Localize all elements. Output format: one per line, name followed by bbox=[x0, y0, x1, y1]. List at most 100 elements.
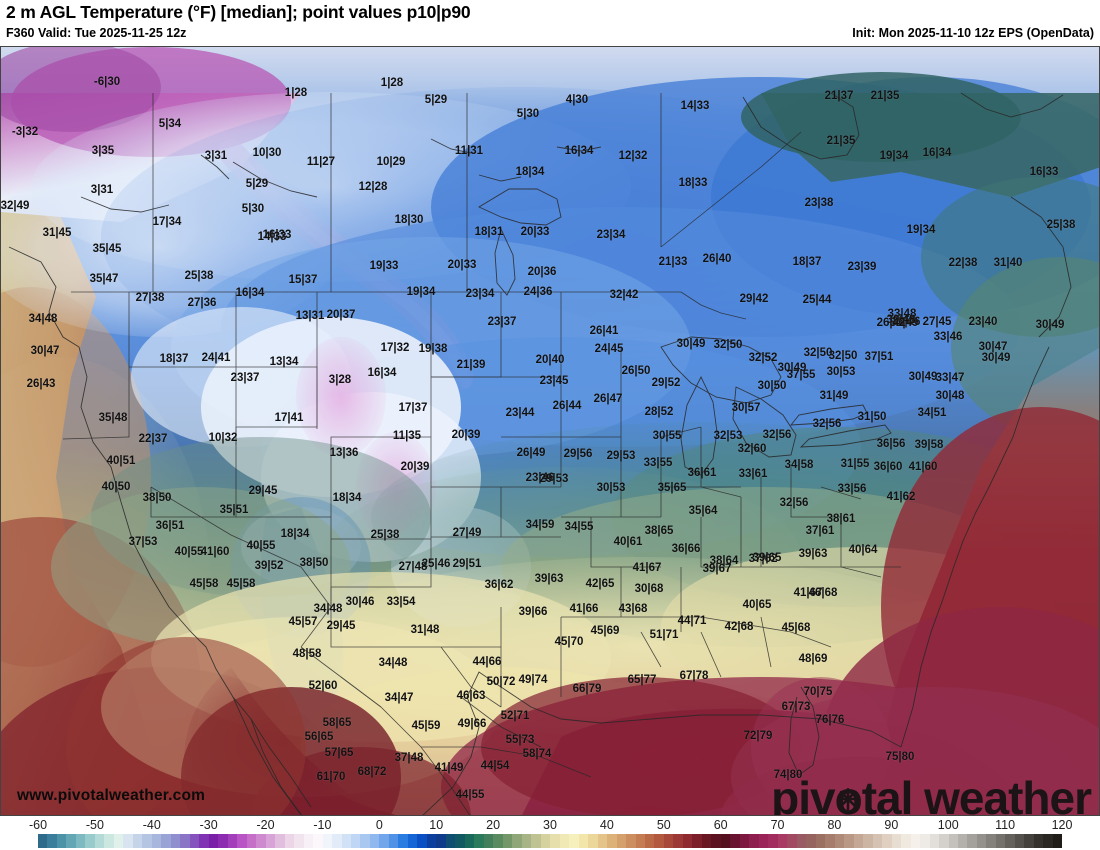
colorbar-segment bbox=[246, 834, 257, 848]
colorbar-segment bbox=[56, 834, 67, 848]
colorbar-segment bbox=[332, 834, 342, 848]
colorbar-segment bbox=[94, 834, 105, 848]
colorbar-segment bbox=[739, 834, 750, 848]
colorbar-segment bbox=[464, 834, 475, 848]
colorbar-segment bbox=[720, 834, 731, 848]
colorbar-segment bbox=[398, 834, 408, 848]
colorbar-tick: 90 bbox=[884, 818, 899, 832]
colorbar-segment bbox=[313, 834, 323, 848]
colorbar-segment bbox=[986, 834, 996, 848]
map-canvas[interactable]: -6|30 1|28 1|28 5|29 5|30 4|30 14|33 21|37 21|35… bbox=[0, 46, 1100, 816]
colorbar-segment bbox=[692, 834, 702, 848]
colorbar-segment bbox=[853, 834, 864, 848]
colorbar-tick: 80 bbox=[827, 818, 842, 832]
colorbar-segment bbox=[901, 834, 911, 848]
colorbar-tick: 120 bbox=[1051, 818, 1073, 832]
colorbar-segment bbox=[180, 834, 190, 848]
colorbar-segment bbox=[569, 834, 579, 848]
colorbar-segment bbox=[597, 834, 608, 848]
colorbar-segment bbox=[967, 834, 977, 848]
colorbar-segment bbox=[303, 834, 314, 848]
colorbar-segment bbox=[237, 834, 247, 848]
colorbar-segment bbox=[1043, 834, 1053, 848]
colorbar-tick: 40 bbox=[599, 818, 614, 832]
colorbar-segment bbox=[75, 834, 86, 848]
colorbar-segment bbox=[711, 834, 721, 848]
colorbar-segment bbox=[417, 834, 427, 848]
colorbar-segment bbox=[939, 834, 949, 848]
colorbar-segment bbox=[929, 834, 940, 848]
colorbar-tick: 60 bbox=[713, 818, 728, 832]
colorbar-segment bbox=[275, 834, 285, 848]
colorbar-segment bbox=[322, 834, 333, 848]
colorbar-tick: -40 bbox=[142, 818, 161, 832]
colorbar-segment bbox=[104, 834, 114, 848]
colorbar-segment bbox=[47, 834, 57, 848]
colorbar-segment bbox=[957, 834, 968, 848]
colorbar-segment bbox=[161, 834, 171, 848]
colorbar-segment bbox=[654, 834, 664, 848]
colorbar-segment bbox=[132, 834, 143, 848]
colorbar-segment bbox=[806, 834, 816, 848]
colorbar-region: -60 -50 -40 -30 -20 -10 0 10 20 30 40 50 60 70 80 90 100… bbox=[0, 818, 1100, 850]
brand-text-part2: tal weather bbox=[861, 772, 1092, 816]
colorbar-segment bbox=[626, 834, 636, 848]
colorbar-segment bbox=[66, 834, 76, 848]
colorbar-segment bbox=[578, 834, 589, 848]
colorbar-tick: 0 bbox=[375, 818, 383, 832]
colorbar-tick: 110 bbox=[995, 818, 1016, 832]
colorbar-segment bbox=[559, 834, 570, 848]
colorbar-segment bbox=[436, 834, 446, 848]
colorbar-segment bbox=[189, 834, 200, 848]
colorbar-segment bbox=[663, 834, 674, 848]
colorbar-segment bbox=[976, 834, 987, 848]
colorbar-tick: -20 bbox=[256, 818, 275, 832]
colorbar-segment bbox=[369, 834, 380, 848]
colorbar-segment bbox=[502, 834, 513, 848]
colorbar-segment bbox=[208, 834, 219, 848]
colorbar-segment bbox=[294, 834, 304, 848]
colorbar-segment bbox=[265, 834, 276, 848]
colorbar-tick: 10 bbox=[429, 818, 444, 832]
temperature-field-svg bbox=[1, 47, 1099, 815]
brand-text-part1: piv bbox=[771, 772, 835, 816]
colorbar-segment bbox=[1033, 834, 1044, 848]
colorbar-segment bbox=[616, 834, 627, 848]
colorbar-segment bbox=[284, 834, 295, 848]
page-title: 2 m AGL Temperature (°F) [median]; point… bbox=[6, 2, 471, 22]
colorbar-gradient bbox=[38, 834, 1063, 848]
colorbar-segment bbox=[218, 834, 228, 848]
colorbar-tick: -60 bbox=[28, 818, 48, 832]
colorbar-segment bbox=[170, 834, 181, 848]
colorbar-segment bbox=[341, 834, 351, 848]
colorbar-segment bbox=[834, 834, 845, 848]
colorbar-segment bbox=[113, 834, 124, 848]
colorbar-segment bbox=[483, 834, 494, 848]
colorbar-segment bbox=[85, 834, 95, 848]
colorbar-segment bbox=[426, 834, 437, 848]
colorbar-segment bbox=[825, 834, 835, 848]
colorbar-segment bbox=[777, 834, 788, 848]
colorbar-segment bbox=[199, 834, 209, 848]
colorbar-tick: 50 bbox=[656, 818, 671, 832]
colorbar-segment bbox=[588, 834, 598, 848]
colorbar-segment bbox=[379, 834, 389, 848]
colorbar-segment bbox=[607, 834, 617, 848]
colorbar-tick: 100 bbox=[937, 818, 959, 832]
colorbar-segment bbox=[796, 834, 807, 848]
colorbar-segment bbox=[360, 834, 370, 848]
colorbar-tick: 30 bbox=[543, 818, 557, 832]
colorbar-segment bbox=[910, 834, 921, 848]
colorbar-segment bbox=[635, 834, 645, 848]
colorbar-segment bbox=[142, 834, 152, 848]
colorbar-segment bbox=[920, 834, 930, 848]
colorbar-tick: -50 bbox=[85, 818, 104, 832]
header-bar: 2 m AGL Temperature (°F) [median]; point… bbox=[0, 0, 1100, 46]
site-url-watermark: www.pivotalweather.com bbox=[17, 787, 206, 804]
colorbar-segment bbox=[350, 834, 361, 848]
colorbar-segment bbox=[749, 834, 759, 848]
colorbar-segment bbox=[388, 834, 399, 848]
brand-watermark: pivo tal weather bbox=[771, 771, 1092, 816]
colorbar-segment bbox=[1005, 834, 1015, 848]
init-time-label: Init: Mon 2025-11-10 12z EPS (OpenData) bbox=[852, 26, 1094, 40]
